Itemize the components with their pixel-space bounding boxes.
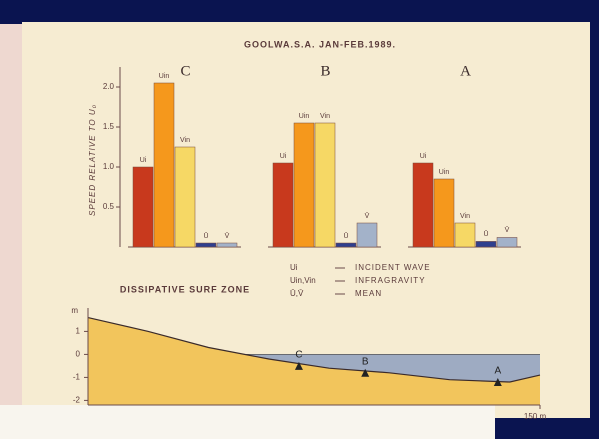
bar-label: Ui — [280, 153, 287, 160]
bar — [133, 167, 153, 247]
y-tick-label: 0.5 — [103, 202, 115, 211]
bar — [476, 241, 496, 247]
bar — [294, 123, 314, 247]
bar — [413, 163, 433, 247]
bar-label: Uin — [299, 113, 310, 120]
key-text: INCIDENT WAVE — [355, 263, 431, 272]
y-tick-label: 2.0 — [103, 82, 115, 91]
bar — [315, 123, 335, 247]
y-tick-label: -2 — [73, 396, 81, 405]
key-symbol: Ui — [290, 263, 298, 272]
y-axis-label: m — [71, 306, 78, 315]
bar — [497, 237, 517, 247]
subtitle: DISSIPATIVE SURF ZONE — [120, 284, 250, 294]
bar — [196, 243, 216, 247]
station-label: C — [295, 350, 302, 361]
bar-label: Uin — [159, 73, 170, 80]
bar-label: Uin — [439, 169, 450, 176]
chart-title: GOOLWA.S.A. JAN-FEB.1989. — [244, 39, 396, 49]
bar-label: Vin — [180, 137, 190, 144]
y-tick-label: 0 — [76, 350, 81, 359]
group-label: B — [320, 63, 330, 79]
bar-label: Vin — [460, 213, 470, 220]
bar — [455, 223, 475, 247]
bottom-strip — [0, 405, 495, 439]
group-label: A — [460, 63, 471, 79]
bar — [357, 223, 377, 247]
x-tick-label: 150 m — [524, 412, 547, 421]
bar — [154, 83, 174, 247]
bar — [217, 243, 237, 247]
slide: GOOLWA.S.A. JAN-FEB.1989. DISSIPATIVE SU… — [0, 0, 599, 439]
bar — [175, 147, 195, 247]
station-label: A — [494, 366, 501, 377]
bar-label: Ū — [483, 230, 488, 238]
bar-label: V̄ — [225, 232, 230, 240]
key-symbol: Uin,Vin — [290, 276, 316, 285]
bar-label: Ū — [203, 232, 208, 240]
key-text: INFRAGRAVITY — [355, 276, 426, 285]
bar — [434, 179, 454, 247]
y-tick-label: 1.5 — [103, 122, 115, 131]
bar — [336, 243, 356, 247]
group-label: C — [180, 63, 190, 79]
bar-label: Vin — [320, 113, 330, 120]
bar-label: Ū — [343, 232, 348, 240]
station-label: B — [362, 356, 369, 367]
bar-label: V̄ — [505, 226, 510, 234]
key-symbol: Ū,V̄ — [290, 289, 304, 298]
bar — [273, 163, 293, 247]
bar-label: V̄ — [365, 212, 370, 220]
bar-label: Ui — [420, 153, 427, 160]
y-tick-label: 1.0 — [103, 162, 115, 171]
bar-label: Ui — [140, 157, 147, 164]
y-tick-label: 1 — [76, 327, 81, 336]
y-tick-label: -1 — [73, 373, 81, 382]
y-axis-label: SPEED RELATIVE TO U₀ — [88, 104, 97, 216]
key-text: MEAN — [355, 289, 382, 298]
